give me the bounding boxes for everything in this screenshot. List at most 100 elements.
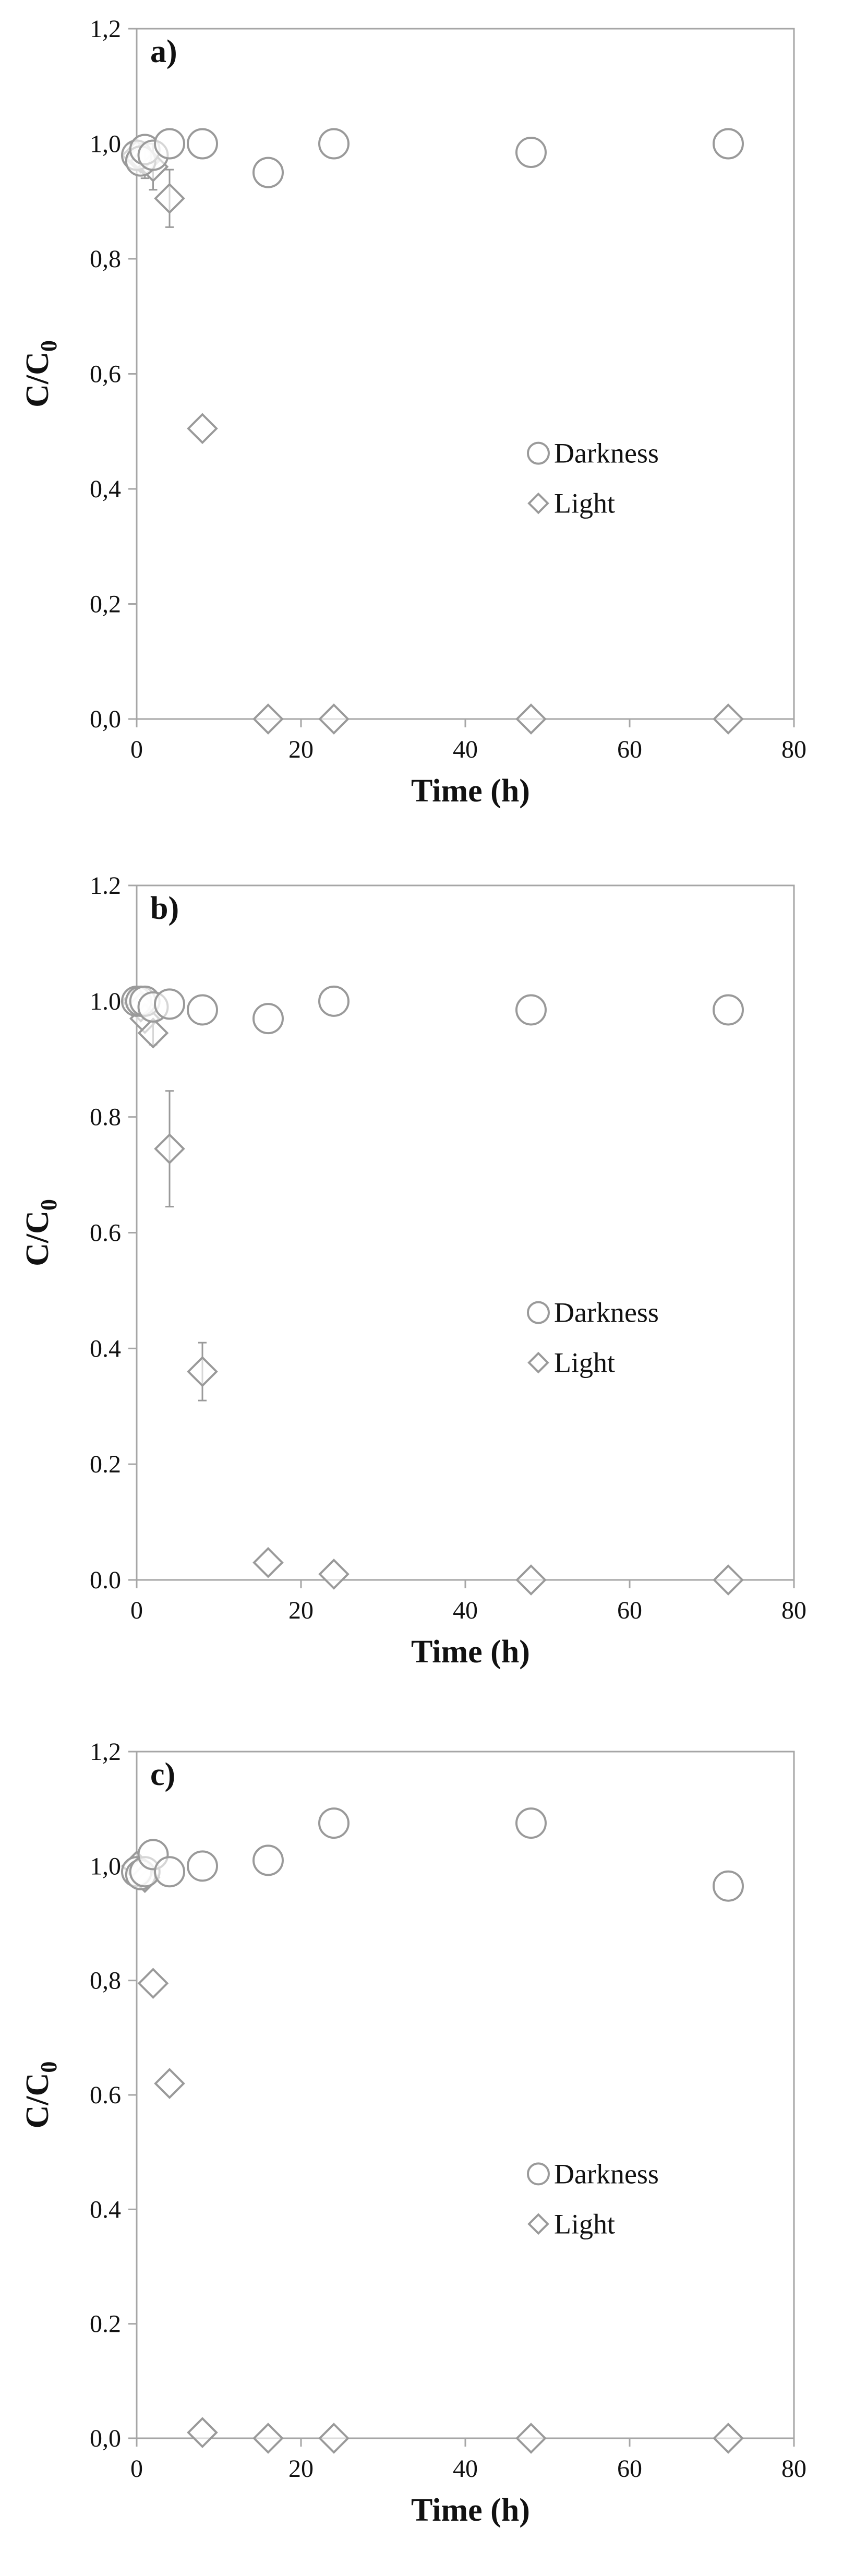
- data-point-darkness: [187, 994, 218, 1026]
- x-tick-label: 20: [288, 736, 314, 763]
- data-point-darkness: [713, 994, 744, 1026]
- x-tick-label: 60: [617, 736, 642, 763]
- data-point-light: [515, 1564, 547, 1596]
- x-tick-label: 40: [453, 1597, 478, 1624]
- data-point-light: [515, 703, 547, 735]
- x-axis-title: Time (h): [411, 773, 530, 809]
- plot-frame: [136, 28, 795, 720]
- y-tick-label: 0,0: [90, 2425, 121, 2452]
- data-point-darkness: [318, 985, 350, 1017]
- data-point-darkness: [252, 157, 284, 188]
- y-tick-label: 0,4: [90, 475, 121, 503]
- data-point-light: [713, 2423, 744, 2454]
- plot-frame: [136, 1751, 795, 2439]
- legend-light-label: Light: [554, 1347, 615, 1379]
- data-point-light: [154, 183, 185, 214]
- data-point-light: [187, 1356, 218, 1387]
- data-point-light: [252, 2423, 284, 2454]
- data-point-darkness: [515, 137, 547, 169]
- y-tick-label: 0.2: [90, 2310, 121, 2338]
- data-point-darkness: [187, 1850, 218, 1882]
- x-tick-label: 0: [130, 736, 143, 763]
- series-darkness: [121, 985, 744, 1035]
- y-tick-label: 0.0: [90, 1566, 121, 1594]
- y-tick-label: 0.6: [90, 2081, 121, 2109]
- y-tick-label: 0.6: [90, 1219, 121, 1247]
- y-tick-label: 0.8: [90, 1104, 121, 1131]
- y-tick-label: 1,0: [90, 1852, 121, 1880]
- data-point-light: [187, 2417, 218, 2448]
- x-axis-title: Time (h): [411, 2493, 530, 2528]
- data-point-darkness: [154, 988, 185, 1020]
- data-point-darkness: [154, 1856, 185, 1888]
- data-point-darkness: [318, 128, 350, 160]
- data-point-light: [713, 703, 744, 735]
- legend-darkness-marker: [527, 1301, 550, 1324]
- y-tick-label: 0,6: [90, 361, 121, 388]
- panel-label: b): [150, 891, 179, 926]
- y-tick-label: 0,2: [90, 591, 121, 618]
- x-tick-label: 60: [617, 2455, 642, 2483]
- y-axis-title-subscript: 0: [36, 340, 62, 352]
- data-point-darkness: [187, 128, 218, 160]
- legend-darkness-label: Darkness: [554, 438, 659, 469]
- x-tick-label: 80: [781, 1597, 806, 1624]
- data-point-darkness: [713, 128, 744, 160]
- legend: Darkness Light: [527, 438, 659, 519]
- data-point-light: [515, 2423, 547, 2454]
- y-tick-label: 0.4: [90, 1335, 121, 1362]
- legend-light-label: Light: [554, 2208, 615, 2239]
- y-tick-label: 1,2: [90, 15, 121, 43]
- y-tick-label: 1.2: [90, 872, 121, 900]
- data-point-darkness: [252, 1003, 284, 1035]
- x-tick-label: 0: [130, 2455, 143, 2483]
- data-point-darkness: [154, 128, 185, 160]
- y-axis-title-main: C/C: [20, 2073, 55, 2129]
- data-point-light: [252, 703, 284, 735]
- data-point-light: [713, 1564, 744, 1596]
- x-tick-label: 80: [781, 736, 806, 763]
- x-tick-label: 60: [617, 1597, 642, 1624]
- y-axis-title-subscript: 0: [36, 1199, 62, 1211]
- data-point-light: [154, 1133, 185, 1165]
- y-tick-label: 0.2: [90, 1451, 121, 1478]
- legend-light-label: Light: [554, 488, 615, 519]
- data-point-light: [187, 413, 218, 445]
- x-tick-label: 20: [288, 1597, 314, 1624]
- series-darkness: [121, 128, 744, 188]
- data-point-light: [137, 1968, 169, 1999]
- x-axis-title: Time (h): [411, 1634, 530, 1670]
- y-axis-title: C/C0: [20, 2062, 62, 2129]
- data-point-darkness: [515, 994, 547, 1026]
- legend-darkness-label: Darkness: [554, 2158, 659, 2189]
- y-tick-label: 1,2: [90, 1738, 121, 1766]
- panel-label: a): [150, 34, 177, 69]
- data-point-darkness: [252, 1844, 284, 1876]
- panel-label: c): [150, 1757, 175, 1792]
- data-point-darkness: [318, 1807, 350, 1839]
- chart-panel-c: 0,0 0.2 0.4 0.6 0,8 1,0 1,2 0 20 40 60 80 Time (h) C/…: [20, 1738, 806, 2528]
- x-tick-label: 0: [130, 1597, 143, 1624]
- legend-light-marker: [527, 2213, 549, 2235]
- y-tick-label: 0,0: [90, 705, 121, 733]
- legend-darkness-marker: [527, 2162, 550, 2186]
- y-axis-title: C/C0: [20, 340, 62, 408]
- series-light: [121, 986, 744, 1596]
- x-tick-label: 80: [781, 2455, 806, 2483]
- chart-panel-a: 0,0 0,2 0,4 0,6 0,8 1,0 1,2 0 20 40 60 80 Time (h) C/…: [20, 15, 806, 809]
- y-tick-label: 1.0: [90, 988, 121, 1015]
- legend-light-marker: [527, 1351, 549, 1374]
- y-axis-title: C/C0: [20, 1199, 62, 1266]
- plot-frame: [136, 884, 795, 1581]
- data-point-light: [318, 1559, 350, 1590]
- y-tick-label: 0,8: [90, 245, 121, 273]
- x-tick-label: 20: [288, 2455, 314, 2483]
- legend: Darkness Light: [527, 1297, 659, 1379]
- y-axis-title-main: C/C: [20, 1211, 55, 1266]
- legend-light-marker: [527, 492, 549, 514]
- data-point-light: [154, 2068, 185, 2099]
- series-darkness: [121, 1807, 744, 1902]
- y-tick-label: 0,8: [90, 1967, 121, 1995]
- data-point-light: [318, 703, 350, 735]
- y-axis-title-subscript: 0: [36, 2062, 62, 2073]
